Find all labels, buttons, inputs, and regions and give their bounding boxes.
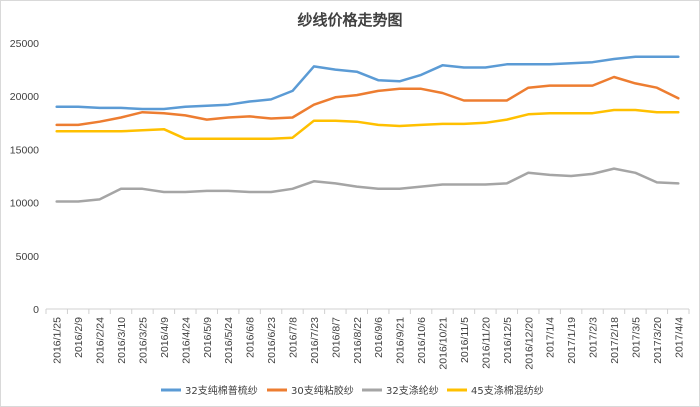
- x-tick-label: 2016/11/5: [459, 317, 471, 363]
- axis-layer: 0 5000 10000 15000 20000 25000 2016/1/25 2016/2…: [10, 38, 690, 370]
- x-tick-label: 2016/5/24: [223, 317, 235, 364]
- x-tick-label: 2016/10/21: [438, 317, 450, 370]
- y-tick-label: 0: [33, 304, 39, 316]
- x-tick-label: 2016/11/20: [480, 317, 492, 369]
- x-tick-label: 2016/5/9: [202, 317, 214, 358]
- x-tick-label: 2016/9/21: [395, 317, 407, 364]
- x-tick-label: 2016/7/8: [287, 317, 299, 358]
- x-tick-label: 2016/6/8: [245, 317, 257, 358]
- y-tick-label: 10000: [10, 198, 39, 210]
- y-tick-label: 5000: [16, 251, 40, 263]
- series-line: [55, 75, 680, 127]
- x-tick-label: 2016/2/24: [95, 317, 107, 364]
- x-tick-label: 2017/2/18: [609, 317, 621, 364]
- x-tick-label: 2016/12/5: [502, 317, 514, 364]
- x-tick-label: 2016/3/10: [116, 317, 128, 364]
- legend: 32支纯棉普梳纱 30支纯粘胶纱 32支涤纶纱 45支涤棉混纺纱: [161, 384, 544, 397]
- x-tick-label: 2016/2/9: [73, 317, 85, 358]
- series-line: [55, 108, 680, 141]
- x-tick-label: 2016/7/23: [309, 317, 321, 364]
- x-tick-label: 2016/6/23: [266, 317, 278, 364]
- chart-title: 纱线价格走势图: [297, 11, 402, 29]
- x-tick-label: 2016/9/6: [373, 317, 385, 358]
- y-tick-label: 15000: [10, 144, 39, 156]
- x-tick-label: 2017/3/5: [630, 317, 642, 358]
- series-line: [55, 167, 680, 203]
- series-line: [55, 55, 680, 111]
- legend-label: 45支涤棉混纺纱: [471, 384, 544, 397]
- x-tick-label: 2017/2/3: [588, 317, 600, 358]
- x-tick-label: 2016/3/25: [137, 317, 149, 364]
- series-layer: [55, 55, 680, 203]
- x-tick-label: 2016/12/20: [523, 317, 535, 370]
- x-tick-label: 2016/4/9: [159, 317, 171, 358]
- legend-label: 30支纯粘胶纱: [291, 384, 354, 397]
- legend-label: 32支纯棉普梳纱: [185, 384, 258, 397]
- y-tick-label: 20000: [10, 91, 39, 103]
- legend-label: 32支涤纶纱: [386, 384, 439, 397]
- x-tick-label: 2016/4/24: [180, 317, 192, 364]
- x-tick-label: 2016/8/22: [352, 317, 364, 364]
- x-tick-label: 2017/1/19: [566, 317, 578, 364]
- x-tick-label: 2017/3/20: [652, 317, 664, 364]
- x-tick-label: 2016/1/25: [52, 317, 64, 364]
- y-tick-label: 25000: [10, 38, 39, 50]
- x-tick-label: 2016/10/6: [416, 317, 428, 364]
- x-tick-label: 2017/4/4: [673, 317, 685, 358]
- x-tick-label: 2016/8/7: [330, 317, 342, 358]
- x-tick-label: 2017/1/4: [545, 317, 557, 358]
